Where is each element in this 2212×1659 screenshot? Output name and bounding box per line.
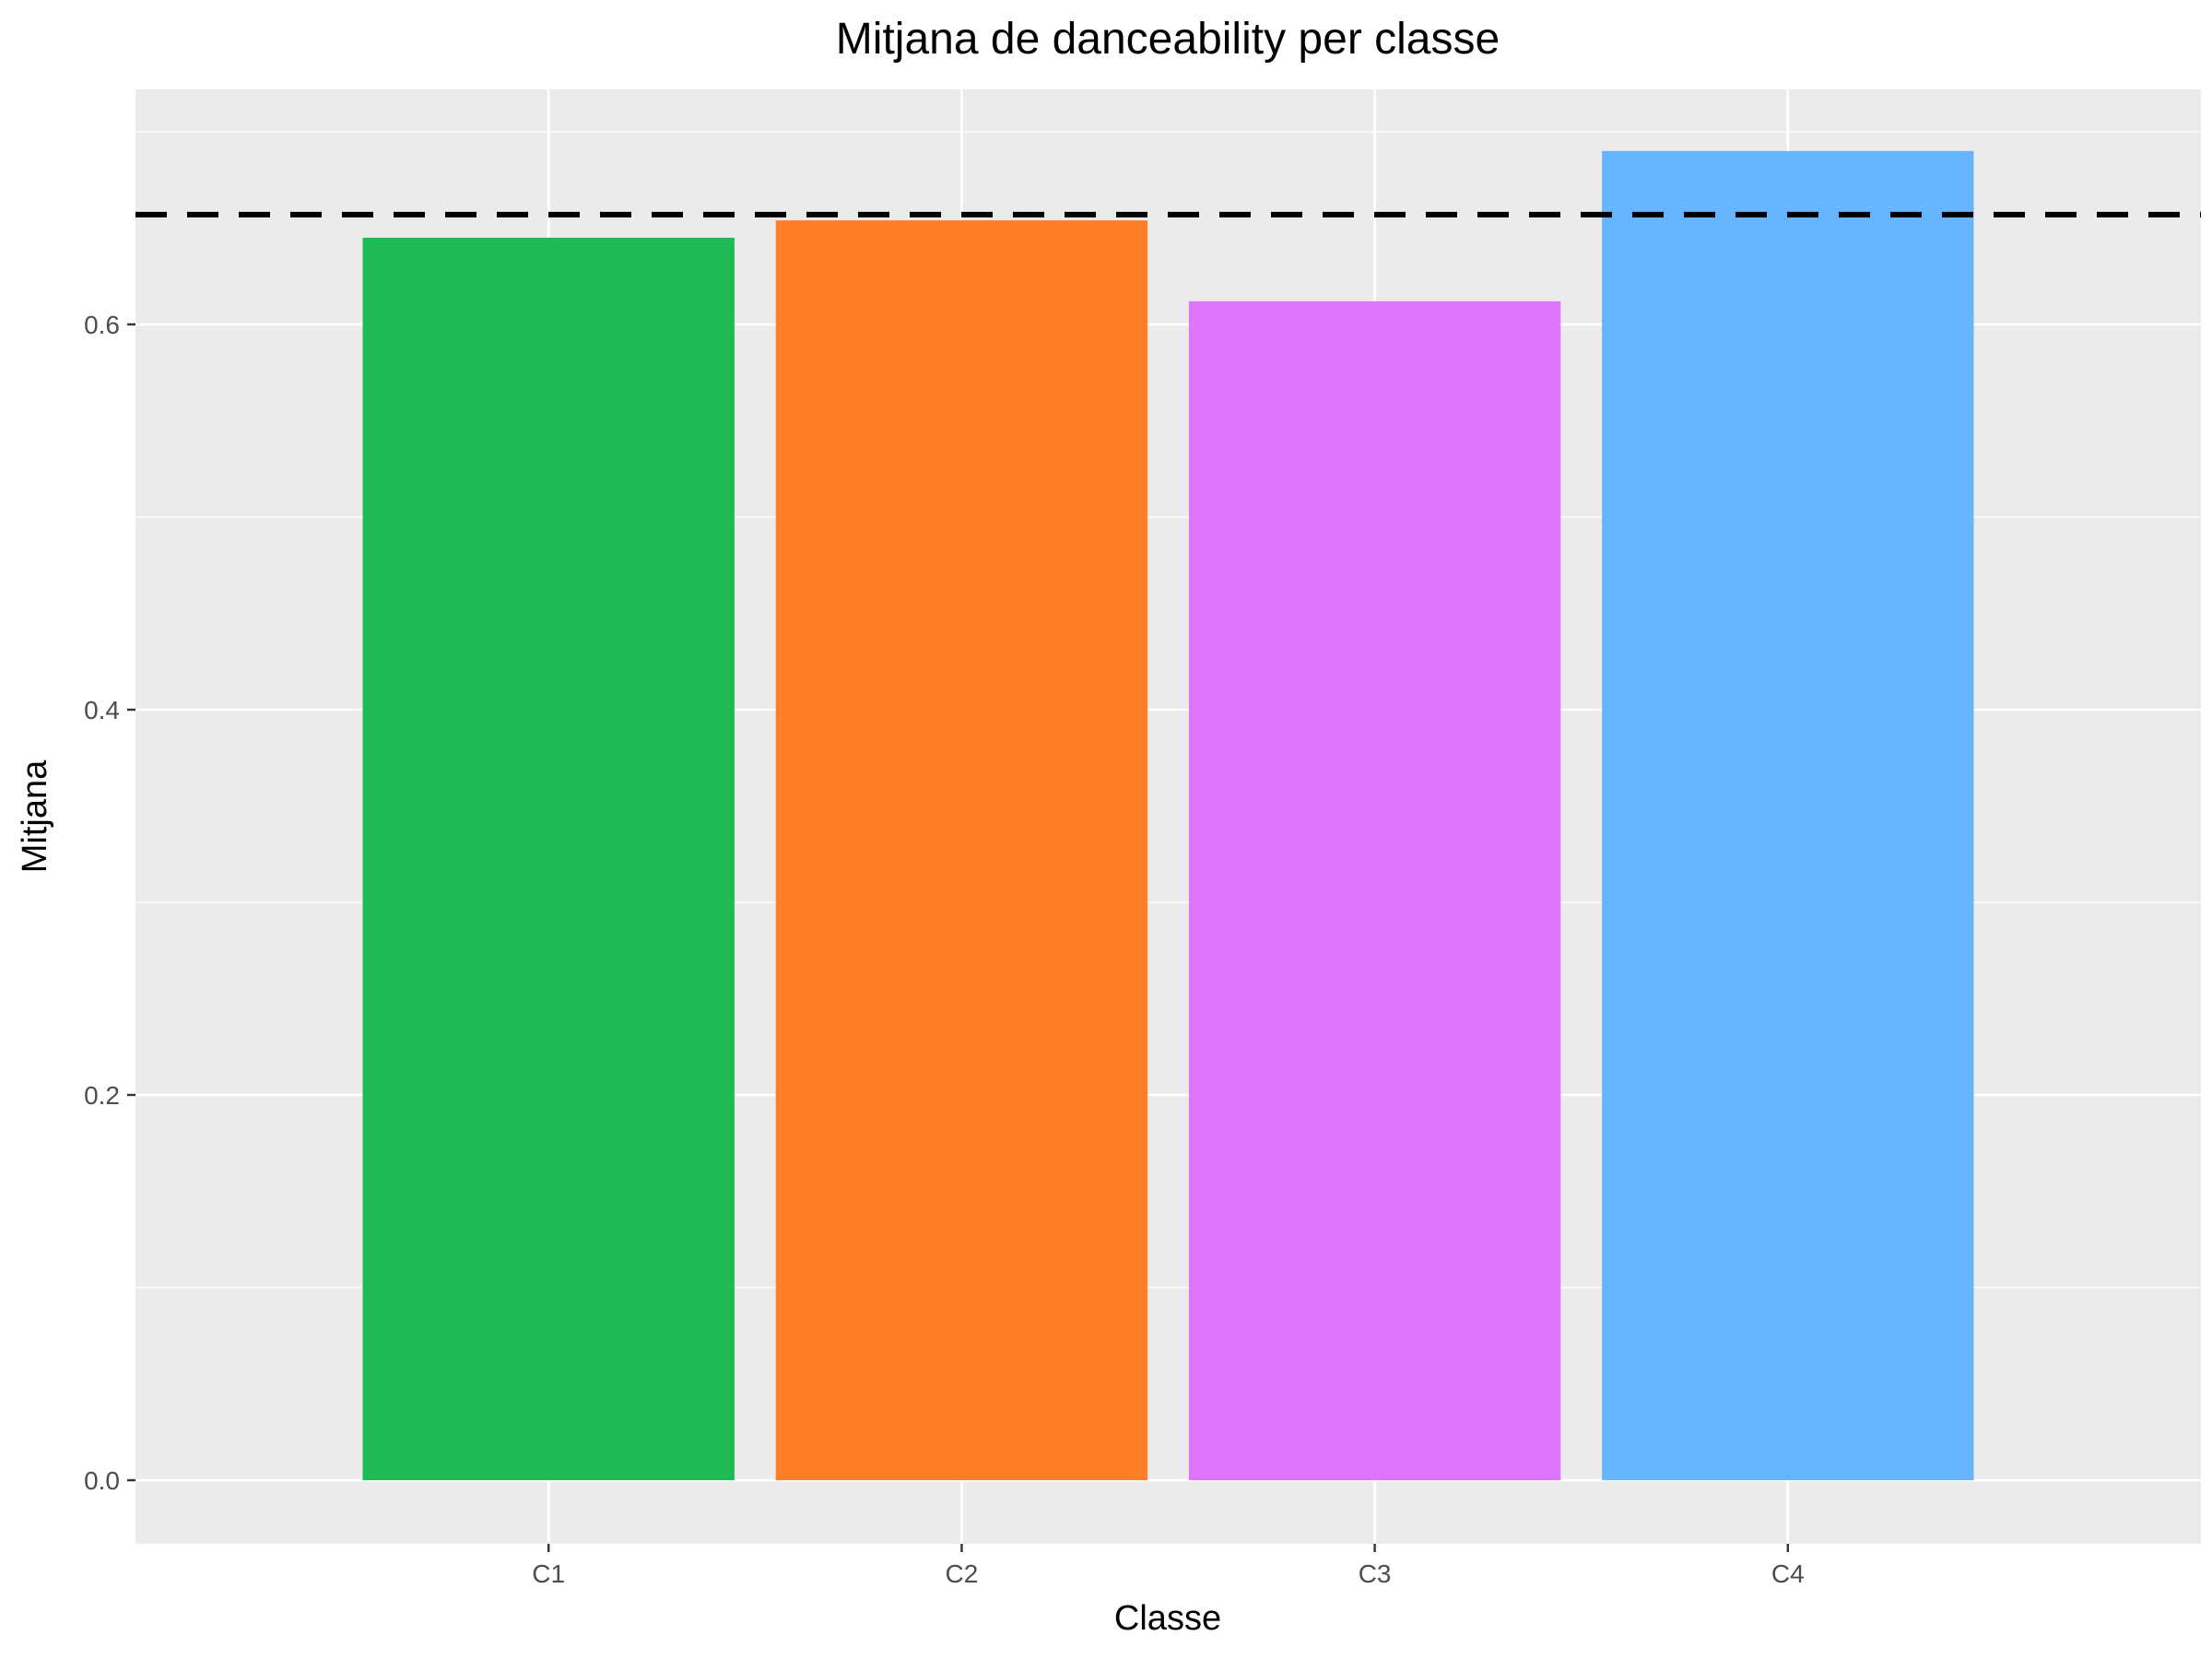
x-tick-label: C3 — [1359, 1559, 1392, 1588]
chart-title: Mitjana de danceability per classe — [836, 15, 1500, 64]
y-tick-label: 0.4 — [84, 696, 120, 724]
x-axis: C1 C2 C3 C4 — [532, 1544, 1805, 1588]
x-tick-label: C1 — [532, 1559, 565, 1588]
y-axis: 0.0 0.2 0.4 0.6 — [84, 311, 135, 1495]
bar-c3 — [1188, 300, 1561, 1481]
bars — [362, 150, 1974, 1481]
bar-c1 — [362, 237, 735, 1481]
x-tick-label: C2 — [946, 1559, 979, 1588]
bar-c4 — [1602, 150, 1974, 1481]
y-tick-label: 0.2 — [84, 1081, 120, 1110]
y-tick-label: 0.6 — [84, 311, 120, 339]
y-axis-title: Mitjana — [16, 759, 54, 873]
x-axis-title: Classe — [1114, 1599, 1221, 1638]
bar-c2 — [775, 220, 1148, 1481]
x-tick-label: C4 — [1771, 1559, 1805, 1588]
y-tick-label: 0.0 — [84, 1466, 120, 1495]
